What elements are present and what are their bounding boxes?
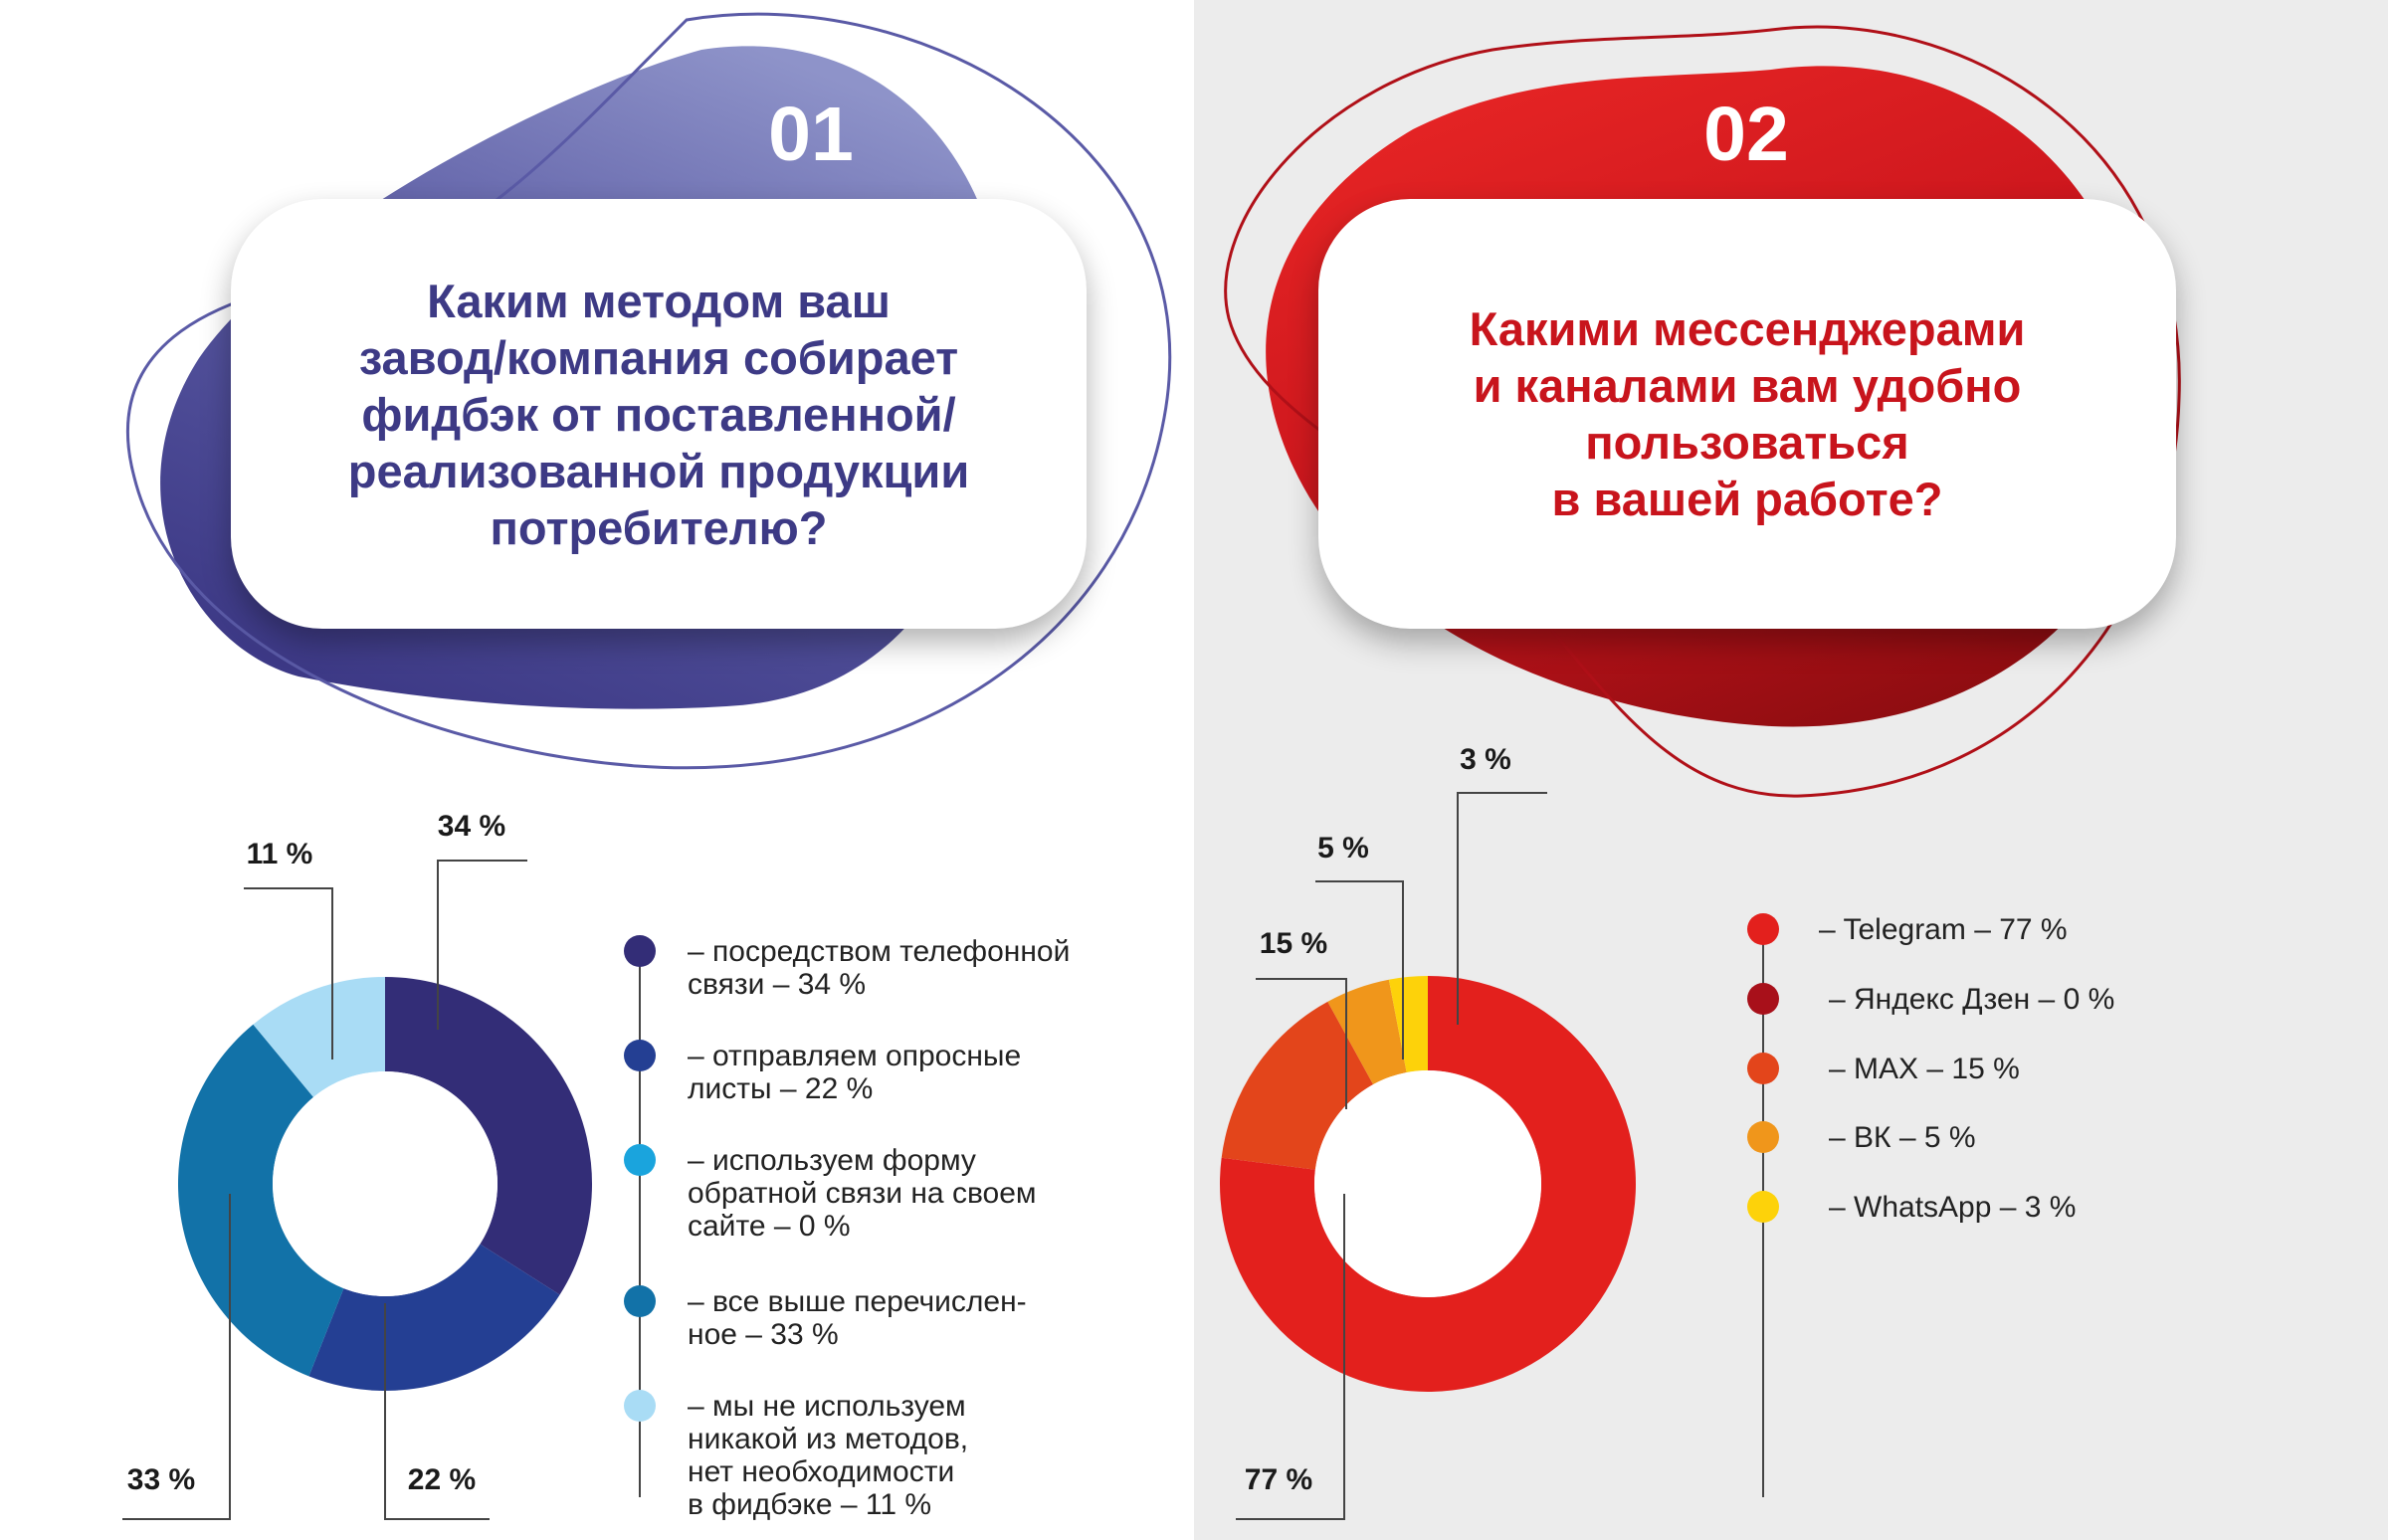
legend-label: – Telegram – 77 % bbox=[1819, 913, 2068, 946]
legend-label: – мы не используем никакой из методов, н… bbox=[688, 1390, 969, 1521]
donut-slice bbox=[253, 977, 385, 1097]
donut-slice bbox=[1221, 1001, 1374, 1170]
data-label: 22 % bbox=[408, 1463, 476, 1496]
messengers-donut-chart: 77 % 15 % 5 % 3 % bbox=[1220, 743, 1636, 1520]
legend-item: – WhatsApp – 3 % bbox=[1747, 1191, 2076, 1224]
legend-item: – мы не используем никакой из методов, н… bbox=[624, 1390, 968, 1521]
legend-marker bbox=[1747, 913, 1779, 945]
legend-item: – отправляем опросные листы – 22 % bbox=[624, 1040, 1021, 1105]
legend-marker bbox=[1747, 1191, 1779, 1223]
legend-marker bbox=[624, 1040, 656, 1071]
legend-item: – Telegram – 77 % bbox=[1747, 913, 2068, 946]
data-label: 11 % bbox=[247, 838, 313, 870]
donut-slice bbox=[1327, 979, 1407, 1085]
question-card-left: Каким методом ваш завод/компания собирае… bbox=[231, 199, 1087, 629]
legend-label: – WhatsApp – 3 % bbox=[1829, 1191, 2077, 1224]
data-label: 3 % bbox=[1460, 743, 1511, 776]
data-label: 77 % bbox=[1245, 1463, 1312, 1496]
feedback-methods-donut-chart: 34 % 22 % 33 % 11 % bbox=[122, 810, 592, 1520]
data-label-leader-line bbox=[437, 860, 527, 1030]
legend-label: – все выше перечислен- ное – 33 % bbox=[688, 1285, 1027, 1351]
data-label-leader-line bbox=[1256, 978, 1347, 1109]
legend-label: – отправляем опросные листы – 22 % bbox=[688, 1040, 1022, 1105]
legend-marker bbox=[624, 935, 656, 967]
legend-marker bbox=[1747, 1121, 1779, 1153]
legend-item: – все выше перечислен- ное – 33 % bbox=[624, 1285, 1027, 1351]
legend-label: – используем форму обратной связи на сво… bbox=[688, 1144, 1037, 1243]
legend-label: – ВК – 5 % bbox=[1829, 1121, 1976, 1154]
legend-label: – MAX – 15 % bbox=[1829, 1053, 2020, 1085]
legend-label: – Яндекс Дзен – 0 % bbox=[1829, 983, 2115, 1016]
data-label: 15 % bbox=[1260, 927, 1327, 960]
legend-item: – MAX – 15 % bbox=[1747, 1053, 2020, 1085]
data-label-leader-line bbox=[1236, 1194, 1345, 1520]
donut-slice bbox=[1220, 976, 1636, 1393]
data-label: 33 % bbox=[127, 1463, 195, 1496]
data-label-leader-line bbox=[244, 887, 333, 1059]
legend-marker bbox=[1747, 1053, 1779, 1084]
donut-slice bbox=[385, 977, 592, 1295]
data-label-leader-line bbox=[1457, 792, 1547, 1025]
legend-label: – посредством телефонной связи – 34 % bbox=[688, 935, 1071, 1001]
data-label-leader-line bbox=[122, 1194, 231, 1520]
data-label: 5 % bbox=[1317, 832, 1369, 865]
question-text-left: Каким методом ваш завод/компания собирае… bbox=[347, 274, 970, 554]
legend-item: – ВК – 5 % bbox=[1747, 1121, 1976, 1154]
legend-item: – используем форму обратной связи на сво… bbox=[624, 1144, 1037, 1243]
legend-item: – посредством телефонной связи – 34 % bbox=[624, 935, 1070, 1001]
question-number-01: 01 bbox=[768, 92, 854, 177]
donut-slice bbox=[308, 1244, 560, 1392]
legend-marker bbox=[624, 1144, 656, 1176]
legend-marker bbox=[624, 1285, 656, 1317]
legend-marker bbox=[1747, 983, 1779, 1015]
donut-slice bbox=[1388, 976, 1428, 1073]
question-card-right: Какими мессенджерами и каналами вам удоб… bbox=[1318, 199, 2176, 629]
legend-item: – Яндекс Дзен – 0 % bbox=[1747, 983, 2114, 1016]
question-number-02: 02 bbox=[1703, 92, 1789, 177]
data-label-leader-line bbox=[384, 1303, 490, 1520]
data-label: 34 % bbox=[438, 810, 505, 843]
donut-hole bbox=[1314, 1070, 1541, 1297]
donut-hole bbox=[273, 1071, 498, 1296]
question-text-right: Какими мессенджерами и каналами вам удоб… bbox=[1469, 302, 2026, 525]
legend-marker bbox=[624, 1390, 656, 1422]
data-label-leader-line bbox=[1315, 880, 1404, 1059]
donut-slice bbox=[178, 1024, 344, 1377]
